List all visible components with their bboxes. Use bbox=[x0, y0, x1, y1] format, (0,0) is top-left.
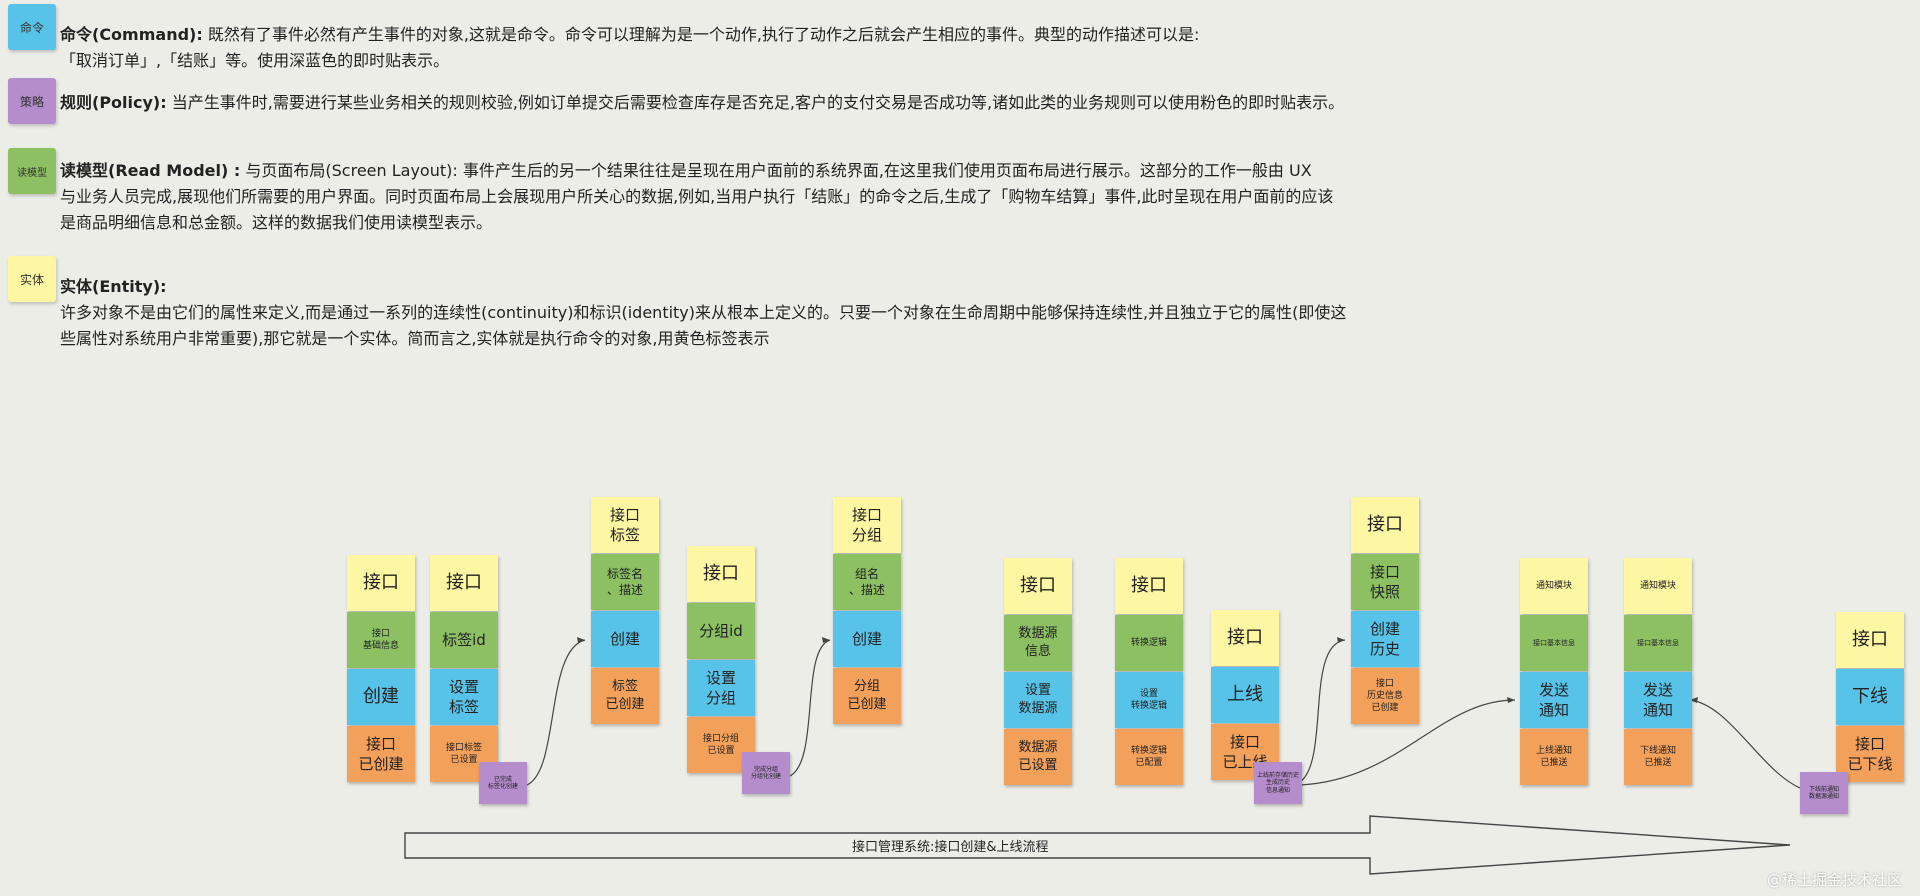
command-line-2: 「取消订单」,「结账」等。使用深蓝色的即时贴表示。 bbox=[60, 51, 450, 70]
command-tag: 命令 bbox=[8, 4, 56, 50]
connector-curve-3 bbox=[1299, 639, 1346, 783]
note-p1-policy: 已完成 标签化创建 bbox=[479, 762, 527, 804]
policy-description: 规则(Policy): 当产生事件时,需要进行某些业务相关的规则校验,例如订单提… bbox=[60, 90, 1344, 116]
note-c6-command: 设置 数据源 bbox=[1004, 672, 1072, 728]
note-c6-readmodel: 数据源 信息 bbox=[1004, 615, 1072, 671]
note-c5-event: 分组 已创建 bbox=[833, 668, 901, 724]
note-c8-entity: 接口 bbox=[1211, 610, 1279, 666]
note-c11-entity: 通知模块 bbox=[1624, 558, 1692, 614]
note-c8-command: 上线 bbox=[1211, 667, 1279, 723]
note-c3-entity: 接口 标签 bbox=[591, 497, 659, 553]
policy-line-1: 当产生事件时,需要进行某些业务相关的规则校验,例如订单提交后需要检查库存是否充足… bbox=[171, 93, 1345, 112]
connector-arrowhead-1 bbox=[577, 637, 585, 643]
readmodel-line-3: 是商品明细信息和总金额。这样的数据我们使用读模型表示。 bbox=[60, 213, 493, 232]
entity-line-1: 许多对象不是由它们的属性来定义,而是通过一系列的连续性(continuity)和… bbox=[60, 303, 1347, 322]
connector-arrowhead-3 bbox=[1337, 637, 1345, 643]
note-c10-entity: 通知模块 bbox=[1520, 558, 1588, 614]
command-description: 命令(Command): 既然有了事件必然有产生事件的对象,这就是命令。命令可以… bbox=[60, 22, 1199, 74]
readmodel-line-1: 与页面布局(Screen Layout): 事件产生后的另一个结果往往是呈现在用… bbox=[245, 161, 1312, 180]
entity-title: 实体(Entity): bbox=[60, 277, 167, 296]
note-c1-event: 接口 已创建 bbox=[347, 726, 415, 782]
note-c12-entity: 接口 bbox=[1836, 612, 1904, 668]
note-c5-entity: 接口 分组 bbox=[833, 497, 901, 553]
policy-tag: 策略 bbox=[8, 78, 56, 124]
policy-title: 规则(Policy): bbox=[60, 93, 167, 112]
note-c7-readmodel: 转换逻辑 bbox=[1115, 615, 1183, 671]
note-p4-policy: 下线前通知 数据源通知 bbox=[1800, 772, 1848, 814]
note-c1-command: 创建 bbox=[347, 669, 415, 725]
note-c3-command: 创建 bbox=[591, 611, 659, 667]
note-c7-entity: 接口 bbox=[1115, 558, 1183, 614]
note-c12-command: 下线 bbox=[1836, 669, 1904, 725]
connector-arrowhead-2 bbox=[822, 637, 830, 643]
note-c11-readmodel: 接口基本信息 bbox=[1624, 615, 1692, 671]
connector-curve-1 bbox=[526, 639, 586, 786]
readmodel-description: 读模型(Read Model) : 与页面布局(Screen Layout): … bbox=[60, 158, 1333, 236]
entity-tag: 实体 bbox=[8, 256, 56, 302]
flow-big-arrow bbox=[404, 815, 1791, 875]
note-c1-readmodel: 接口 基础信息 bbox=[347, 612, 415, 668]
note-c10-command: 发送 通知 bbox=[1520, 672, 1588, 728]
note-c11-command: 发送 通知 bbox=[1624, 672, 1692, 728]
note-c10-readmodel: 接口基本信息 bbox=[1520, 615, 1588, 671]
command-line-1: 既然有了事件必然有产生事件的对象,这就是命令。命令可以理解为是一个动作,执行了动… bbox=[207, 25, 1200, 44]
note-p3-policy: 上线前存储历史 生成历史 信息通知 bbox=[1254, 762, 1302, 804]
note-c4-command: 设置 分组 bbox=[687, 660, 755, 716]
note-c7-event: 转换逻辑 已配置 bbox=[1115, 729, 1183, 785]
note-c1-entity: 接口 bbox=[347, 555, 415, 611]
flow-label: 接口管理系统:接口创建&上线流程 bbox=[852, 840, 1049, 855]
note-c3-readmodel: 标签名 、描述 bbox=[591, 554, 659, 610]
note-c9-command: 创建 历史 bbox=[1351, 611, 1419, 667]
command-title: 命令(Command): bbox=[60, 25, 203, 44]
note-c5-command: 创建 bbox=[833, 611, 901, 667]
note-c6-entity: 接口 bbox=[1004, 558, 1072, 614]
note-c3-event: 标签 已创建 bbox=[591, 668, 659, 724]
watermark: @稀土掘金技术社区 bbox=[1766, 871, 1902, 889]
note-c7-command: 设置 转换逻辑 bbox=[1115, 672, 1183, 728]
note-p2-policy: 完成分组 分组化创建 bbox=[742, 752, 790, 794]
note-c2-readmodel: 标签id bbox=[430, 612, 498, 668]
note-c2-command: 设置 标签 bbox=[430, 669, 498, 725]
note-c11-event: 下线通知 已推送 bbox=[1624, 729, 1692, 785]
entity-line-2: 些属性对系统用户非常重要),那它就是一个实体。简而言之,实体就是执行命令的对象,… bbox=[60, 329, 770, 348]
note-c2-entity: 接口 bbox=[430, 555, 498, 611]
readmodel-title: 读模型(Read Model) : bbox=[60, 161, 241, 180]
note-c4-entity: 接口 bbox=[687, 546, 755, 602]
note-c6-event: 数据源 已设置 bbox=[1004, 729, 1072, 785]
note-c5-readmodel: 组名 、描述 bbox=[833, 554, 901, 610]
readmodel-tag: 读模型 bbox=[8, 148, 56, 194]
connector-curve-5 bbox=[1689, 699, 1801, 789]
readmodel-line-2: 与业务人员完成,展现他们所需要的用户界面。同时页面布局上会展现用户所关心的数据,… bbox=[60, 187, 1334, 206]
note-c12-event: 接口 已下线 bbox=[1836, 726, 1904, 782]
note-c9-readmodel: 接口 快照 bbox=[1351, 554, 1419, 610]
note-c4-readmodel: 分组id bbox=[687, 603, 755, 659]
note-c9-entity: 接口 bbox=[1351, 497, 1419, 553]
connector-curve-2 bbox=[789, 639, 831, 777]
note-c9-event: 接口 历史信息 已创建 bbox=[1351, 668, 1419, 724]
connector-arrowhead-4 bbox=[1507, 697, 1515, 703]
entity-description: 实体(Entity): 许多对象不是由它们的属性来定义,而是通过一系列的连续性(… bbox=[60, 274, 1346, 352]
note-c10-event: 上线通知 已推送 bbox=[1520, 729, 1588, 785]
